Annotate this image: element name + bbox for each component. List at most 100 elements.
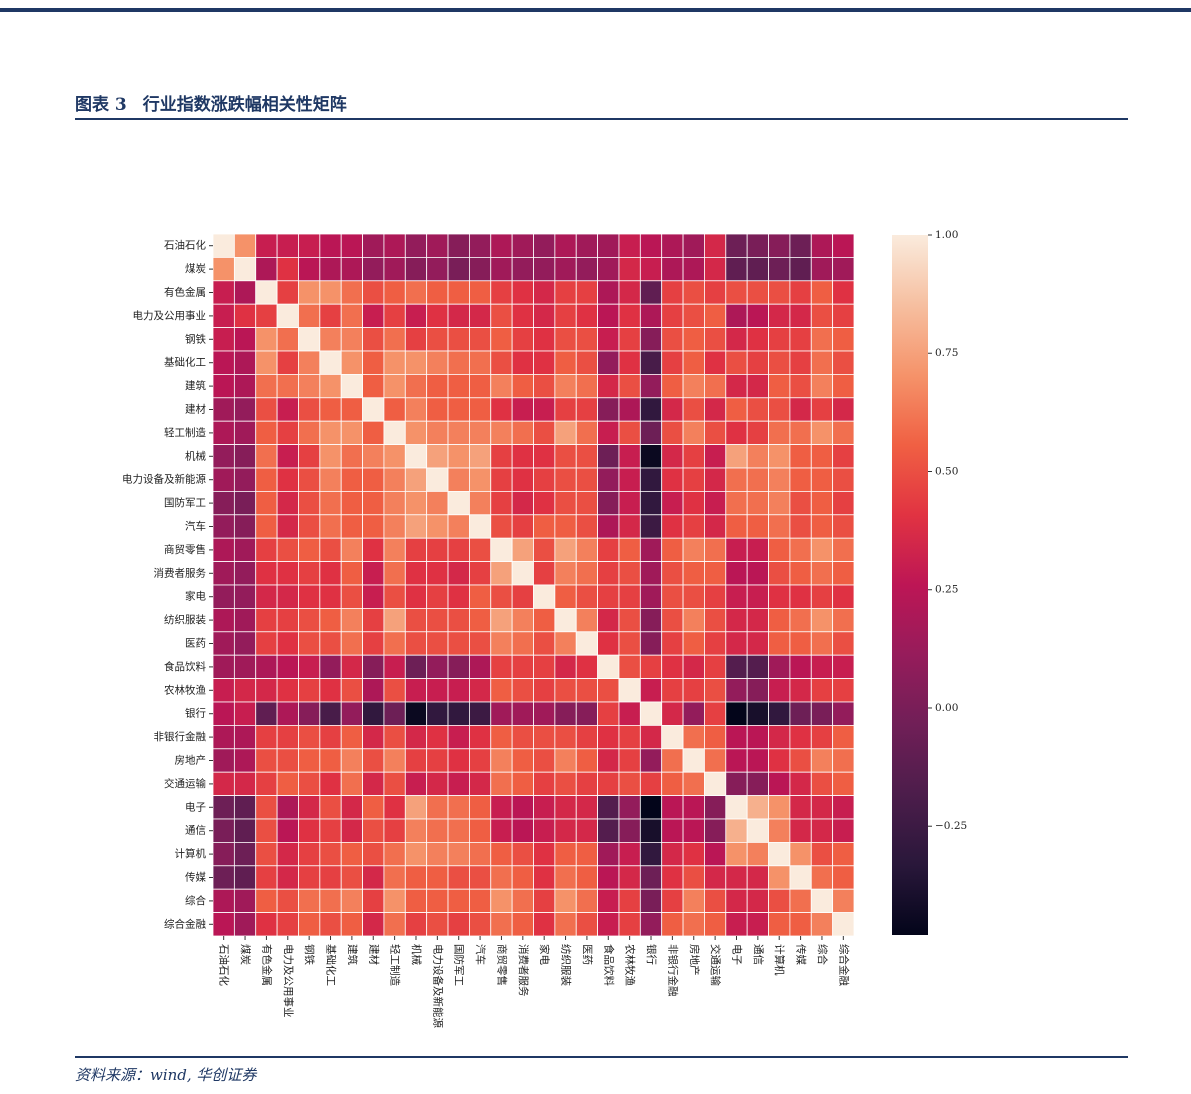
heatmap-cell	[212, 490, 235, 516]
heatmap-cell	[447, 256, 470, 282]
heatmap-cell	[340, 444, 363, 469]
heatmap-cell	[618, 725, 641, 750]
heatmap-cell	[575, 608, 599, 633]
heatmap-cell	[533, 490, 556, 516]
heatmap-cell	[575, 654, 599, 680]
heatmap-cell	[575, 631, 599, 656]
heatmap-cell	[704, 842, 727, 867]
heatmap-cell	[725, 678, 748, 703]
heatmap-cell	[746, 303, 769, 329]
heatmap-cell	[746, 397, 769, 422]
heatmap-cell	[661, 818, 684, 843]
heatmap-cell	[468, 654, 492, 680]
heatmap-cell	[340, 631, 363, 656]
heatmap-cell	[298, 654, 321, 680]
heatmap-cell	[255, 233, 278, 258]
heatmap-cell	[682, 303, 705, 329]
y-tick-label: 综合	[185, 894, 206, 907]
heatmap-cell	[255, 842, 278, 867]
heatmap-cell	[597, 444, 620, 469]
heatmap-cell	[533, 725, 556, 750]
heatmap-cell	[725, 420, 748, 446]
heatmap-cell	[575, 397, 599, 422]
heatmap-cell	[340, 888, 363, 914]
heatmap-cell	[319, 444, 342, 469]
heatmap-cell	[832, 748, 855, 773]
heatmap-cell	[661, 280, 684, 305]
heatmap-cell	[468, 912, 492, 937]
heatmap-cell	[554, 795, 577, 820]
heatmap-cell	[276, 678, 299, 703]
heatmap-cell	[575, 490, 599, 516]
heatmap-cell	[789, 467, 812, 492]
y-tick-label: 银行	[185, 707, 206, 720]
heatmap-cell	[768, 397, 791, 422]
heatmap-cell	[276, 233, 299, 258]
heatmap-cell	[447, 233, 470, 258]
heatmap-cell	[575, 467, 599, 492]
heatmap-cell	[832, 771, 855, 797]
heatmap-cell	[319, 608, 342, 633]
heatmap-cell	[704, 912, 727, 937]
heatmap-cell	[298, 420, 321, 446]
heatmap-cell	[383, 327, 406, 352]
figure-title: 图表 3 行业指数涨跌幅相关性矩阵	[75, 90, 363, 115]
heatmap-cell	[511, 608, 534, 633]
heatmap-cell	[746, 467, 769, 492]
heatmap-cell	[276, 818, 299, 843]
heatmap-cell	[276, 701, 299, 726]
heatmap-cell	[233, 444, 257, 469]
heatmap-cell	[618, 842, 641, 867]
heatmap-cell	[212, 420, 235, 446]
heatmap-cell	[511, 912, 534, 937]
heatmap-cell	[597, 233, 620, 258]
y-tick-label: 轻工制造	[164, 426, 206, 439]
heatmap-cell	[362, 748, 385, 773]
heatmap-cell	[490, 795, 513, 820]
heatmap-cell	[746, 654, 769, 680]
heatmap-cell	[554, 865, 577, 890]
heatmap-cell	[362, 397, 385, 422]
heatmap-cell	[618, 256, 641, 282]
heatmap-cell	[810, 514, 834, 539]
heatmap-cell	[340, 608, 363, 633]
heatmap-cell	[383, 912, 406, 937]
heatmap-cell	[383, 584, 406, 609]
x-tick-label: 电子	[730, 944, 743, 965]
heatmap-cell	[789, 654, 812, 680]
heatmap-cell	[490, 865, 513, 890]
heatmap-cell	[233, 818, 257, 843]
heatmap-cell	[447, 490, 470, 516]
heatmap-cell	[233, 771, 257, 797]
heatmap-cell	[639, 748, 663, 773]
heatmap-cell	[362, 327, 385, 352]
heatmap-cell	[533, 561, 556, 586]
heatmap-cell	[404, 350, 428, 375]
heatmap-cell	[618, 280, 641, 305]
heatmap-cell	[789, 280, 812, 305]
heatmap-cell	[362, 420, 385, 446]
heatmap-cell	[468, 233, 492, 258]
heatmap-cell	[661, 350, 684, 375]
heatmap-cell	[319, 912, 342, 937]
heatmap-cell	[746, 350, 769, 375]
heatmap-cell	[597, 280, 620, 305]
top-rule	[0, 8, 1191, 12]
colorbar-tick-label: −0.25	[935, 820, 967, 832]
chart: 石油石化石油石化煤炭煤炭有色金属有色金属电力及公用事业电力及公用事业钢铁钢铁基础…	[122, 229, 967, 1028]
heatmap-cell	[768, 725, 791, 750]
x-tick-label: 消费者服务	[517, 944, 530, 997]
heatmap-cell	[404, 420, 428, 446]
heatmap-cell	[810, 327, 834, 352]
heatmap-cell	[426, 256, 449, 282]
heatmap-cell	[255, 444, 278, 469]
heatmap-cell	[362, 514, 385, 539]
heatmap-cell	[810, 303, 834, 329]
heatmap-cell	[426, 865, 449, 890]
heatmap-cell	[768, 912, 791, 937]
heatmap-cell	[319, 725, 342, 750]
heatmap-cell	[554, 303, 577, 329]
heatmap-cell	[639, 654, 663, 680]
heatmap-cell	[704, 490, 727, 516]
heatmap-cell	[490, 514, 513, 539]
